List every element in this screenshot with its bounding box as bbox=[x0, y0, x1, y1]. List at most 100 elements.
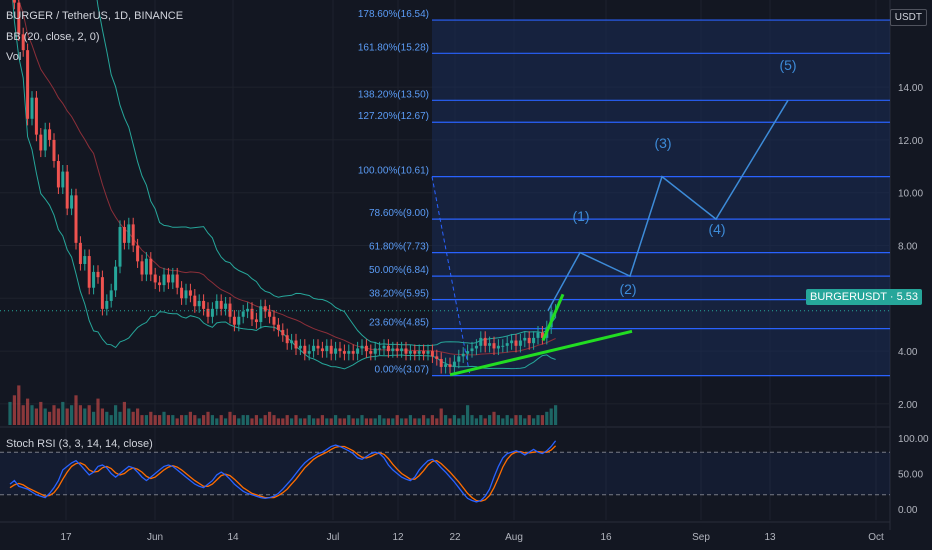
symbol-legend: BURGER / TetherUS, 1D, BINANCE bbox=[6, 10, 184, 22]
volume-bar bbox=[413, 418, 417, 425]
fib-level-label: 127.20%(12.67) bbox=[358, 111, 429, 122]
volume-bar bbox=[136, 408, 140, 425]
candle-body bbox=[184, 290, 188, 299]
candle-body bbox=[250, 308, 254, 320]
fib-level-label: 78.60%(9.00) bbox=[369, 208, 429, 219]
volume-bar bbox=[83, 408, 87, 425]
price-tick-label: 10.00 bbox=[898, 189, 923, 200]
candle-body bbox=[413, 351, 417, 354]
volume-bar bbox=[294, 415, 298, 425]
bb-legend: BB (20, close, 2, 0) bbox=[6, 31, 100, 43]
volume-bar bbox=[422, 415, 426, 425]
volume-bar bbox=[382, 418, 386, 425]
volume-bar bbox=[386, 418, 390, 425]
candle-body bbox=[452, 361, 456, 367]
wave-label: (4) bbox=[708, 221, 725, 237]
candle-body bbox=[435, 356, 439, 360]
price-tick-label: 2.00 bbox=[898, 400, 918, 411]
volume-bar bbox=[140, 415, 144, 425]
volume-bar bbox=[74, 395, 78, 425]
candle-body bbox=[48, 129, 52, 140]
candle-body bbox=[320, 348, 324, 352]
candle-body bbox=[136, 245, 140, 262]
volume-bar bbox=[408, 415, 412, 425]
candle-body bbox=[162, 274, 166, 286]
volume-bar bbox=[474, 418, 478, 425]
volume-bar bbox=[158, 415, 162, 425]
candle-body bbox=[382, 345, 386, 349]
candle-body bbox=[12, 0, 16, 3]
volume-bar bbox=[241, 415, 245, 425]
candle-body bbox=[505, 343, 509, 346]
volume-bar bbox=[378, 415, 382, 425]
volume-bar bbox=[43, 408, 47, 425]
candle-body bbox=[496, 345, 500, 349]
stoch-d-line bbox=[9, 445, 557, 502]
candle-body bbox=[510, 340, 514, 344]
volume-bar bbox=[527, 415, 531, 425]
volume-bar bbox=[232, 415, 236, 425]
last-price-tag: BURGERUSDT · 5.53 bbox=[806, 289, 922, 305]
volume-bar bbox=[197, 418, 201, 425]
fib-level-label: 23.60%(4.85) bbox=[369, 318, 429, 329]
candle-body bbox=[378, 348, 382, 350]
candle-body bbox=[246, 308, 250, 312]
volume-bar bbox=[452, 415, 456, 425]
candle-body bbox=[56, 161, 60, 188]
volume-bar bbox=[39, 401, 43, 425]
volume-bar bbox=[307, 415, 311, 425]
candle-body bbox=[360, 345, 364, 349]
time-tick-label: Oct bbox=[868, 532, 884, 543]
volume-bar bbox=[12, 395, 16, 425]
candle-body bbox=[298, 345, 302, 349]
time-tick-label: Jun bbox=[147, 532, 163, 543]
currency-button[interactable]: USDT bbox=[889, 9, 927, 26]
volume-bar bbox=[444, 415, 448, 425]
candle-body bbox=[303, 345, 307, 354]
candle-body bbox=[228, 303, 232, 317]
candle-body bbox=[474, 345, 478, 349]
candle-body bbox=[149, 258, 153, 275]
candle-body bbox=[417, 351, 421, 354]
fib-level-label: 0.00%(3.07) bbox=[375, 365, 429, 376]
volume-bar bbox=[114, 405, 118, 425]
volume-bar bbox=[404, 418, 408, 425]
fib-zone bbox=[432, 20, 890, 376]
rsi-tick-label: 50.00 bbox=[898, 470, 923, 481]
candle-body bbox=[232, 316, 236, 325]
volume-bar bbox=[122, 401, 126, 425]
candle-body bbox=[39, 134, 43, 151]
candle-body bbox=[105, 300, 109, 309]
candle-body bbox=[430, 351, 434, 357]
volume-bar bbox=[351, 418, 355, 425]
fib-level-label: 100.00%(10.61) bbox=[358, 166, 429, 177]
volume-bar bbox=[417, 418, 421, 425]
fib-level-label: 61.80%(7.73) bbox=[369, 242, 429, 253]
candle-body bbox=[224, 303, 228, 309]
time-tick-label: 16 bbox=[600, 532, 612, 543]
fib-level-label: 138.20%(13.50) bbox=[358, 89, 429, 100]
volume-bar bbox=[219, 415, 223, 425]
volume-bar bbox=[369, 418, 373, 425]
volume-bar bbox=[166, 415, 170, 425]
volume-bar bbox=[8, 401, 12, 425]
candle-body bbox=[118, 227, 122, 267]
volume-bar bbox=[342, 418, 346, 425]
candle-body bbox=[144, 258, 148, 275]
candle-body bbox=[276, 324, 280, 330]
candle-body bbox=[219, 300, 223, 309]
volume-bar bbox=[171, 415, 175, 425]
candle-body bbox=[294, 340, 298, 349]
volume-bar bbox=[153, 415, 157, 425]
volume-bar bbox=[290, 418, 294, 425]
volume-bar bbox=[303, 418, 307, 425]
volume-bar bbox=[510, 418, 514, 425]
volume-bar bbox=[268, 411, 272, 425]
volume-bar bbox=[334, 415, 338, 425]
candle-body bbox=[61, 171, 65, 188]
volume-bar bbox=[210, 415, 214, 425]
candle-body bbox=[74, 195, 78, 243]
volume-bar bbox=[144, 415, 148, 425]
volume-bar bbox=[263, 415, 267, 425]
